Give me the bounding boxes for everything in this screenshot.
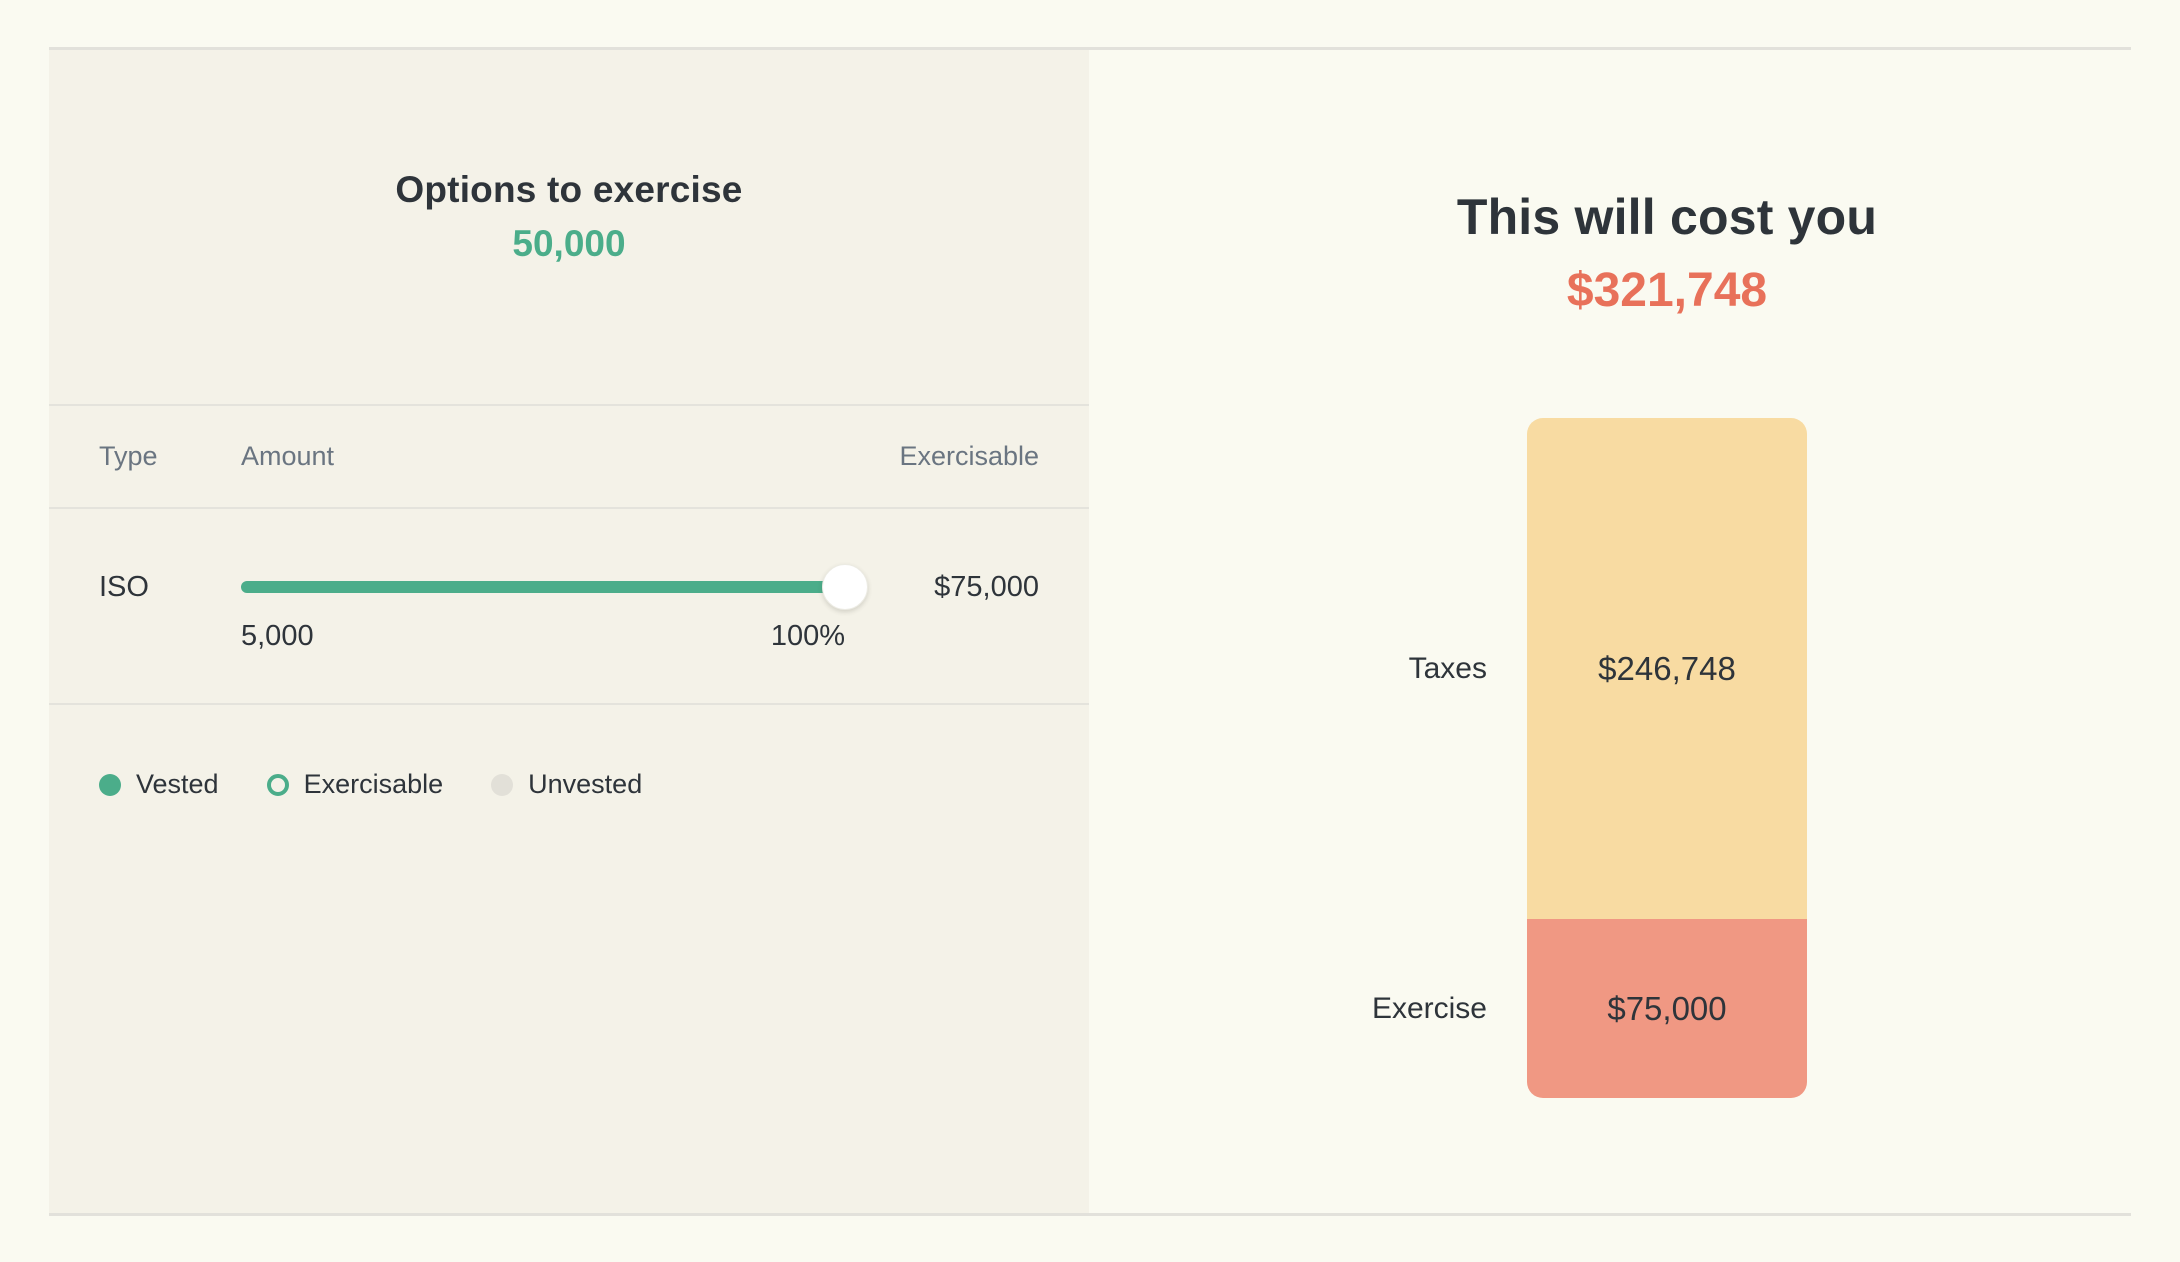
legend-item-unvested: Unvested [491, 769, 642, 800]
slider-min-label: 5,000 [241, 620, 314, 652]
unvested-dot-icon [491, 773, 514, 796]
bar-segment-exercise: Exercise $75,000 [1372, 919, 1807, 1098]
column-header-type: Type [99, 441, 158, 471]
amount-slider-group: 5,000 100% [241, 564, 868, 653]
cost-panel-title: This will cost you [1456, 189, 1878, 245]
legend-item-vested: Vested [99, 769, 219, 800]
bar-segment-taxes: Taxes $246,748 [1409, 418, 1807, 919]
total-cost-value: $321,748 [1566, 264, 1768, 317]
column-header-exercisable: Exercisable [899, 441, 1039, 471]
cost-panel-content: This will cost you $321,748 Taxes $246,7… [1089, 50, 2131, 1098]
exercisable-circle-icon [266, 773, 289, 796]
taxes-category-label: Taxes [1408, 651, 1487, 685]
legend-exercisable-label: Exercisable [303, 769, 444, 799]
slider-labels: 5,000 100% [241, 619, 845, 653]
exercisable-cost-value: $75,000 [934, 571, 1039, 603]
legend-vested-label: Vested [136, 769, 219, 799]
vesting-legend: Vested Exercisable Unvested [49, 705, 1089, 800]
amount-slider-thumb[interactable] [822, 564, 868, 610]
legend-unvested-label: Unvested [528, 769, 643, 799]
options-panel-title: Options to exercise [395, 169, 743, 210]
slider-percent-label: 100% [770, 620, 845, 652]
exercise-amount-label: $75,000 [1607, 989, 1727, 1027]
cost-panel: This will cost you $321,748 Taxes $246,7… [1089, 50, 2131, 1213]
options-table-header: Type Amount Exercisable [49, 404, 1089, 509]
options-panel: Options to exercise 50,000 Type Amount E… [49, 50, 1089, 1213]
taxes-amount-label: $246,748 [1598, 649, 1736, 687]
calculator-card: Options to exercise 50,000 Type Amount E… [49, 47, 2131, 1216]
vested-dot-icon [99, 773, 121, 796]
exercise-category-label: Exercise [1371, 991, 1487, 1025]
options-total-value: 50,000 [512, 223, 626, 264]
column-header-amount: Amount [241, 441, 335, 471]
amount-slider-track[interactable] [241, 564, 868, 610]
legend-item-exercisable: Exercisable [266, 769, 444, 800]
cost-stacked-bar: Taxes $246,748 Exercise $75,000 [1372, 418, 1807, 1098]
option-type-label: ISO [99, 571, 149, 603]
table-row-iso: ISO 5,000 100% $75,000 [49, 509, 1089, 705]
